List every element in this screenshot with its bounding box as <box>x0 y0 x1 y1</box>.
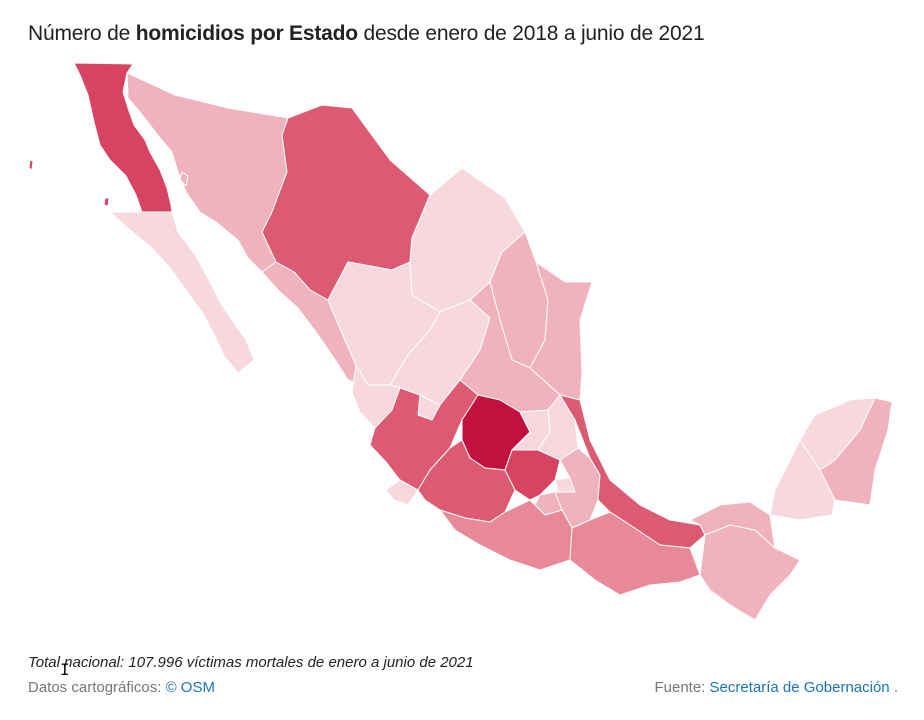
state-colima[interactable] <box>385 479 419 506</box>
osm-link[interactable]: © OSM <box>165 679 215 696</box>
island-guadalupe <box>28 159 34 171</box>
title-prefix: Número de <box>28 22 136 45</box>
state-baja-california[interactable] <box>73 62 173 213</box>
state-tabasco[interactable] <box>689 501 776 549</box>
map-attribution: Datos cartográficos: © OSM <box>28 679 215 696</box>
state-baja-california-sur[interactable] <box>109 211 255 374</box>
national-total-note: Total nacional: 107.996 víctimas mortale… <box>28 654 474 671</box>
mexico-choropleth-map <box>28 62 893 621</box>
state-guerrero[interactable] <box>439 499 573 571</box>
source-end: . <box>889 679 898 696</box>
title-suffix: desde enero de 2018 a junio de 2021 <box>357 22 705 45</box>
map-data-label: Datos cartográficos: <box>28 679 166 696</box>
state-chiapas[interactable] <box>699 524 801 621</box>
state-quintana-roo[interactable] <box>819 397 893 506</box>
source-link[interactable]: Secretaría de Gobernación <box>709 679 890 696</box>
chart-title: Número de homicidios por Estado desde en… <box>28 22 705 46</box>
island-tiburon <box>179 171 189 187</box>
source-attribution: Fuente: Secretaría de Gobernación . <box>654 679 898 696</box>
text-cursor-icon: I <box>60 660 70 679</box>
source-label: Fuente: <box>654 679 710 696</box>
island-cedros <box>103 197 110 207</box>
title-bold: homicidios por Estado <box>135 22 358 45</box>
